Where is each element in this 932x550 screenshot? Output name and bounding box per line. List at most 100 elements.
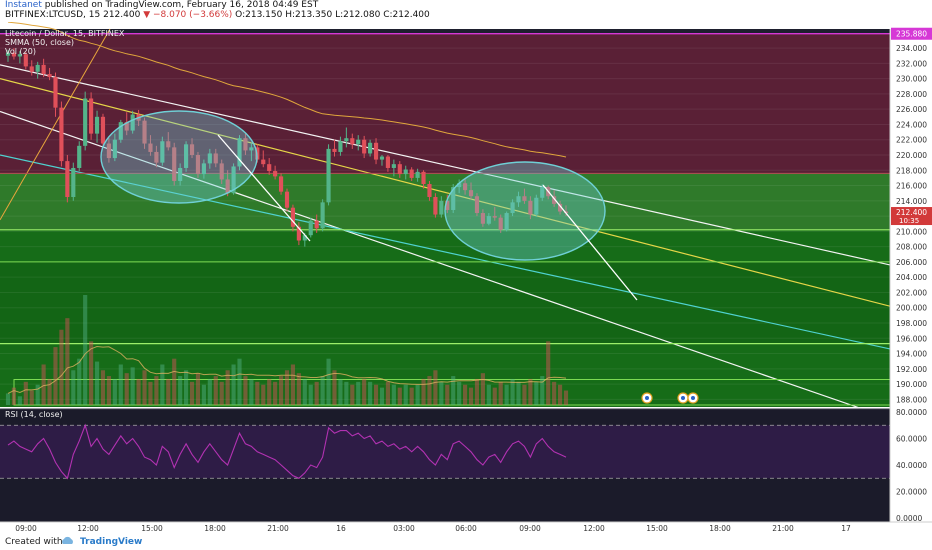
candle-body xyxy=(273,171,278,177)
candle-body xyxy=(368,142,373,154)
candle xyxy=(184,141,189,172)
y-tick-label: 228.000 xyxy=(896,90,927,99)
tradingview-brand[interactable]: TradingView xyxy=(80,537,143,547)
candle-body xyxy=(480,213,485,224)
candle xyxy=(5,49,11,62)
candle xyxy=(243,133,248,155)
candle xyxy=(124,112,129,136)
candle-body xyxy=(439,200,444,215)
candle xyxy=(504,211,509,232)
volume-bar xyxy=(451,376,456,405)
y-tick-label: 224.000 xyxy=(896,120,927,129)
price-tag-last xyxy=(891,207,932,226)
candle-body xyxy=(237,138,242,167)
x-tick-label: 18:00 xyxy=(709,524,731,533)
candle xyxy=(118,119,123,143)
candle-body xyxy=(344,138,349,142)
candle xyxy=(540,184,545,201)
volume-bar xyxy=(296,373,301,405)
candle-body xyxy=(296,226,301,241)
volume-bar xyxy=(445,384,450,405)
rsi-tick-label: 80.0000 xyxy=(896,408,927,417)
volume-bar xyxy=(308,384,313,405)
candle xyxy=(320,199,325,232)
volume-bar xyxy=(65,318,70,405)
candle xyxy=(273,165,278,180)
volume-bar xyxy=(457,381,462,405)
rsi-tick-label: 60.0000 xyxy=(896,435,927,444)
volume-bar xyxy=(314,381,319,405)
y-tick-label: 222.000 xyxy=(896,136,927,145)
y-tick-label: 200.000 xyxy=(896,304,927,313)
volume-bar xyxy=(35,384,40,405)
volume-bar xyxy=(136,378,141,405)
volume-bar xyxy=(403,384,408,405)
candle xyxy=(498,214,503,233)
volume-bar xyxy=(546,341,551,405)
volume-bar xyxy=(255,381,260,405)
x-tick-label: 15:00 xyxy=(646,524,668,533)
volume-bar xyxy=(563,390,569,405)
candle-body xyxy=(356,139,361,145)
volume-bar xyxy=(368,381,373,405)
candle-body xyxy=(261,159,266,165)
candle xyxy=(557,200,563,215)
candle xyxy=(267,158,272,175)
projection-line xyxy=(217,134,311,242)
candle-body xyxy=(267,164,272,172)
candle-body xyxy=(189,144,195,155)
candle-body xyxy=(201,163,206,175)
candle xyxy=(534,194,539,217)
candle xyxy=(100,113,106,148)
candle-body xyxy=(415,171,420,178)
volume-bar xyxy=(397,387,402,405)
smma-line xyxy=(7,22,567,158)
volume-bar xyxy=(178,376,183,405)
candle xyxy=(261,150,266,168)
candle-body xyxy=(225,179,230,194)
event-marker-dot xyxy=(681,396,685,400)
volume-bar xyxy=(225,370,230,405)
candle-body xyxy=(118,122,123,140)
candle xyxy=(178,163,183,186)
candle-body xyxy=(71,167,76,197)
candle xyxy=(106,138,111,163)
x-tick-label: 09:00 xyxy=(15,524,37,533)
candle xyxy=(189,138,195,159)
created-with-text: Created with xyxy=(5,537,63,547)
volume-bar xyxy=(94,361,100,405)
volume-bar xyxy=(23,381,28,405)
volume-bar xyxy=(486,384,491,405)
price-change: ▼ −8.070 (−3.66%) xyxy=(143,10,233,20)
candle-body xyxy=(130,114,135,131)
x-tick-label: 12:00 xyxy=(77,524,99,533)
volume-bar xyxy=(261,384,266,405)
footer: Created with TradingView xyxy=(0,535,932,550)
candle-body xyxy=(540,187,545,198)
candle xyxy=(421,170,426,189)
candle-body xyxy=(178,167,183,181)
publisher-name[interactable]: Instanet xyxy=(5,0,42,10)
volume-bar xyxy=(379,387,385,405)
volume-bar xyxy=(540,376,545,405)
candle-body xyxy=(83,98,88,146)
candle xyxy=(385,155,390,172)
volume-bar xyxy=(189,381,195,405)
x-tick-label: 21:00 xyxy=(267,524,289,533)
rsi-tick-label: 40.0000 xyxy=(896,461,927,470)
candle xyxy=(148,135,153,156)
volume-bar xyxy=(427,376,432,405)
candle xyxy=(11,48,17,60)
volume-bar xyxy=(278,376,284,405)
candle xyxy=(403,165,408,180)
candle xyxy=(17,51,22,64)
candle-body xyxy=(557,203,563,212)
candle-body xyxy=(433,197,438,215)
volume-bar xyxy=(326,358,331,405)
candle xyxy=(332,139,337,157)
volume-bar xyxy=(148,381,153,405)
candle xyxy=(356,135,361,151)
volume-bar xyxy=(213,376,218,405)
volume-bar xyxy=(249,378,254,405)
